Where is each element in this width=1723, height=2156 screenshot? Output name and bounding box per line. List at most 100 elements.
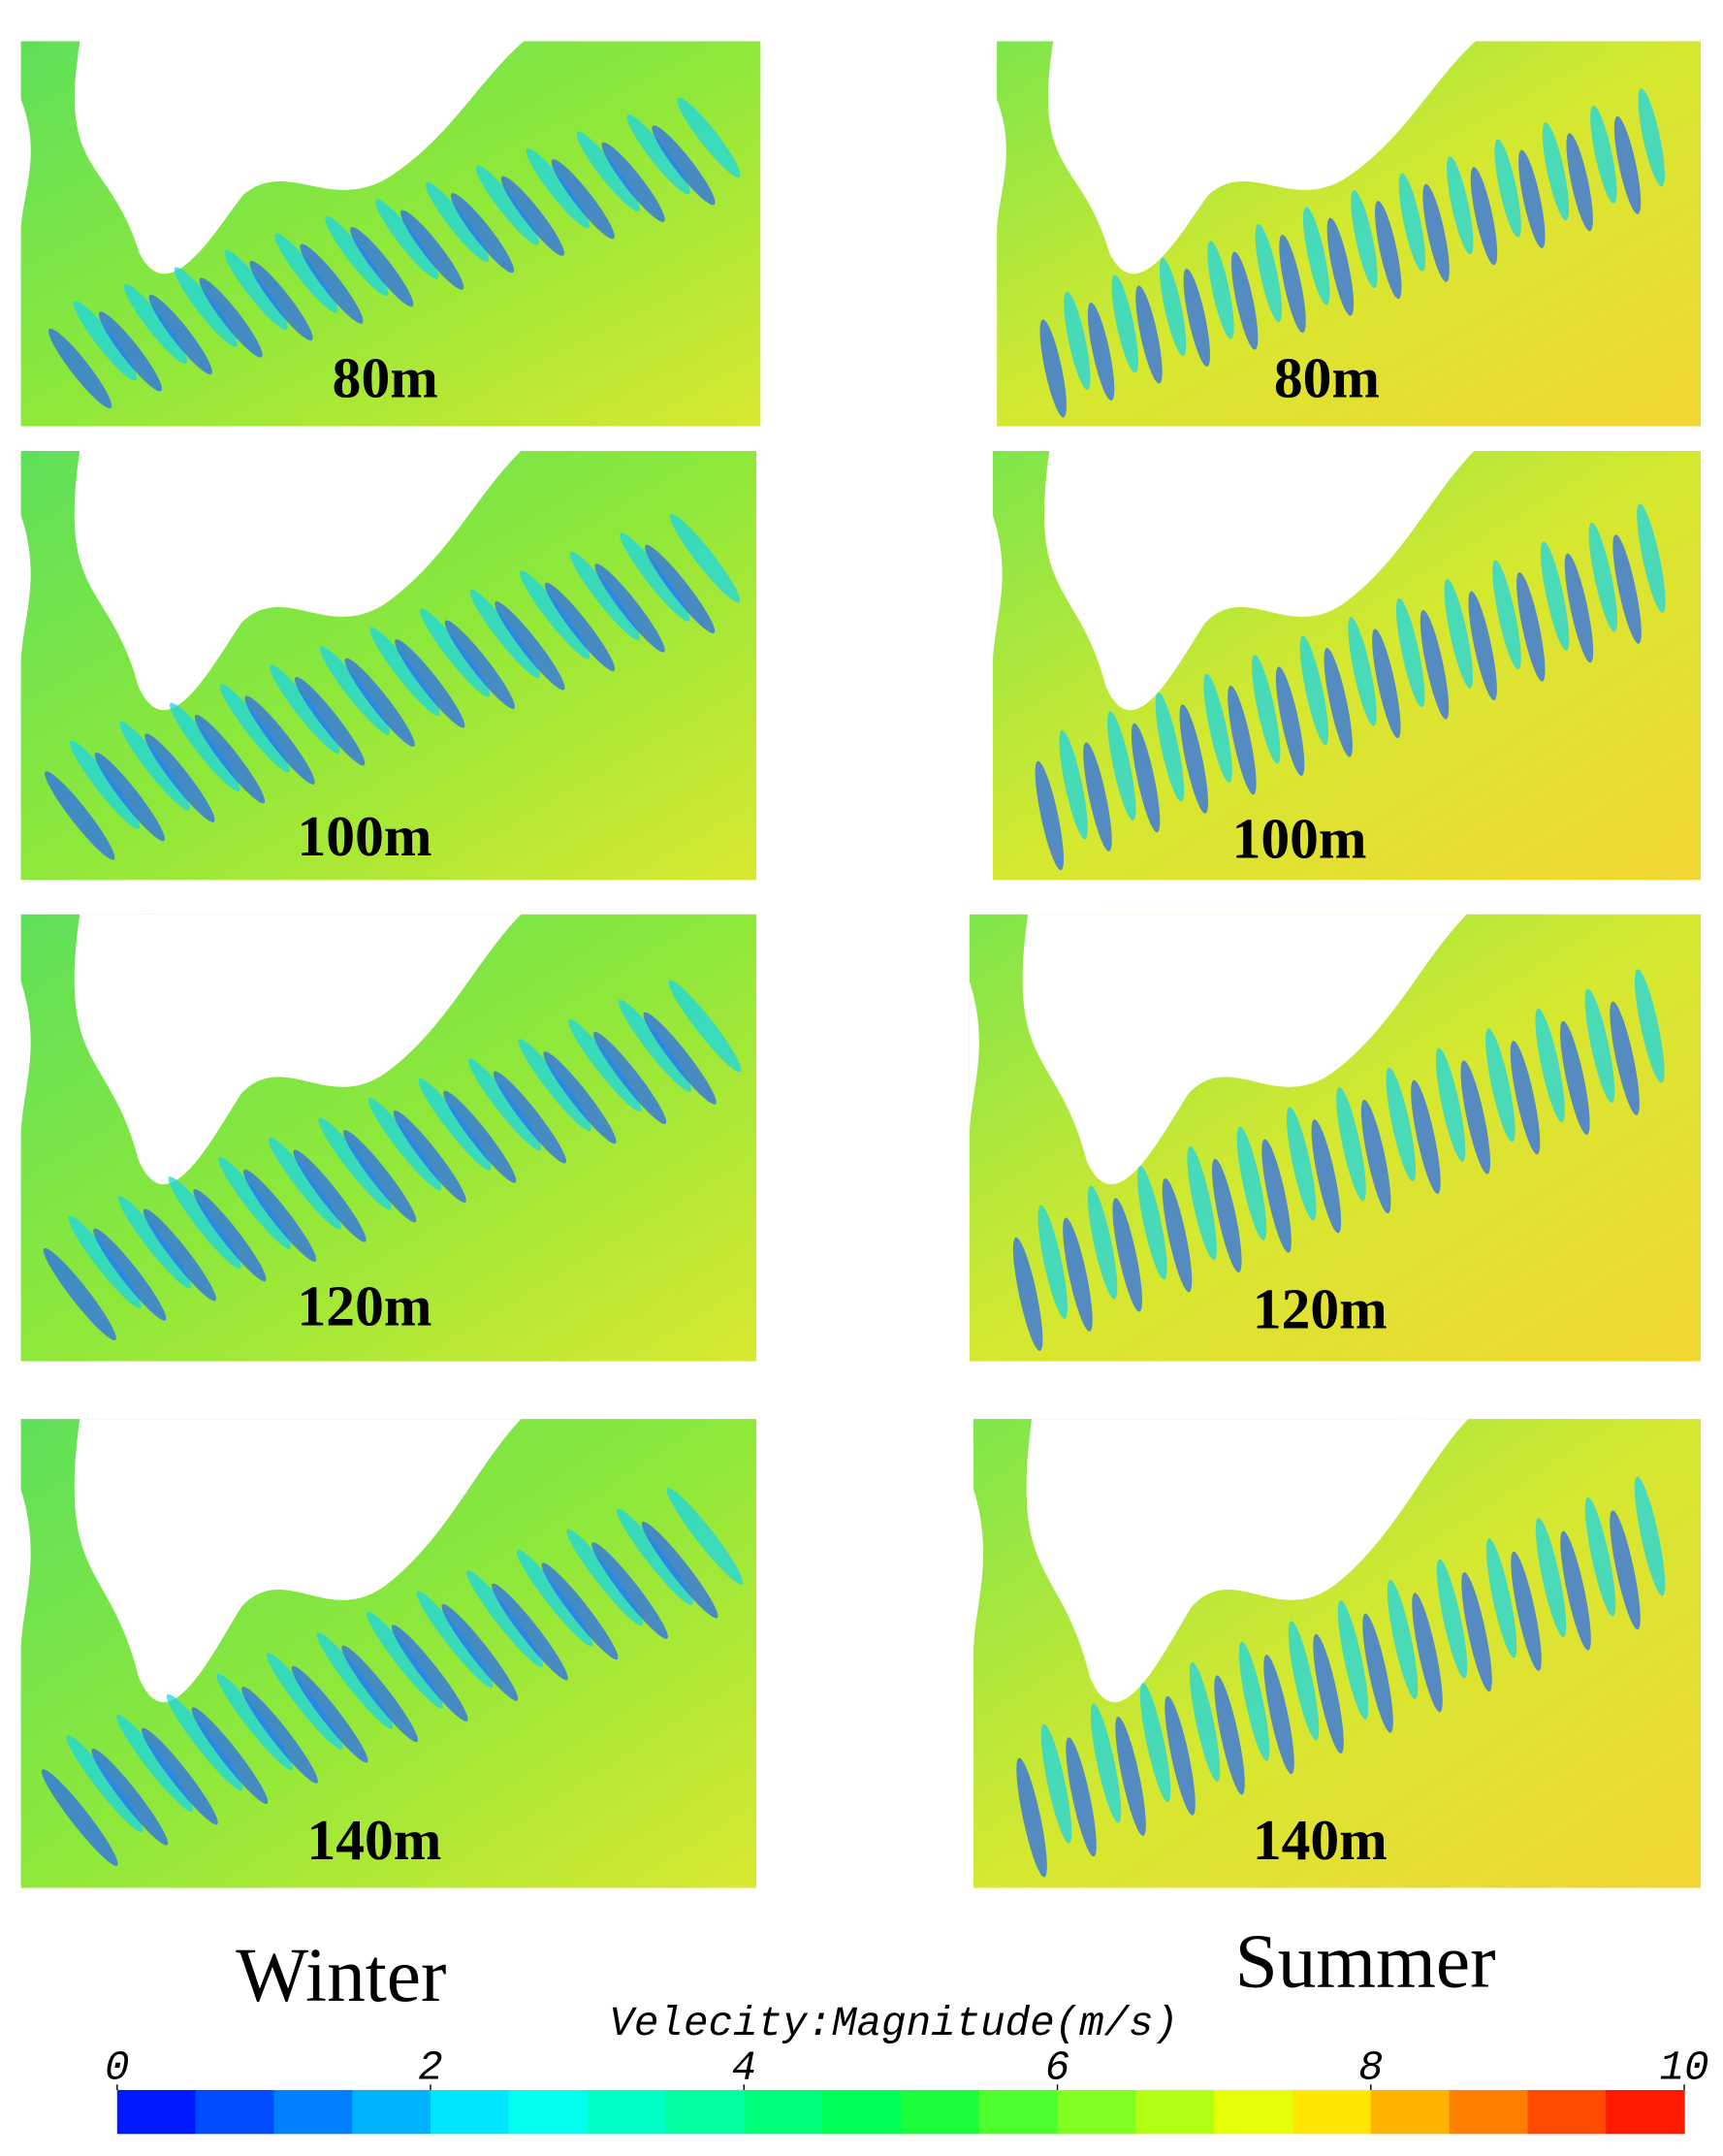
wake-streak	[469, 589, 540, 679]
wake-streak	[1420, 610, 1450, 720]
wake-streak	[341, 1645, 419, 1743]
wake-streak	[69, 740, 141, 829]
wake-streak	[1492, 560, 1521, 670]
contour-panel: 140m	[20, 1419, 757, 1888]
panel-label: 140m	[306, 1808, 441, 1872]
wake-streak	[1395, 597, 1425, 708]
land-edge	[20, 981, 31, 1139]
land-edge	[992, 515, 1003, 666]
wake-streak	[1336, 1087, 1366, 1202]
wake-streak	[91, 1748, 169, 1846]
wake-streak	[1444, 579, 1474, 689]
panel-label: 80m	[1274, 346, 1380, 410]
wake-streak	[1165, 1695, 1196, 1816]
wake-streak	[444, 620, 515, 709]
wake-streak	[1460, 1060, 1491, 1175]
wake-streak	[1540, 541, 1570, 651]
wake-streak	[1255, 223, 1283, 323]
wake-streak	[1107, 711, 1136, 821]
wake-streak	[591, 1542, 668, 1639]
wake-streak	[1187, 1145, 1217, 1261]
wake-streak	[1560, 1020, 1590, 1136]
wake-streak	[1494, 139, 1521, 238]
wake-streak	[1087, 302, 1115, 401]
colorbar-tick-label: 8	[1358, 2045, 1384, 2092]
wake-streak	[199, 277, 263, 358]
wake-streak	[568, 1018, 642, 1112]
wake-streak	[119, 722, 190, 811]
wake-streak	[224, 249, 288, 331]
wake-streak	[1252, 655, 1281, 764]
wake-streak	[1302, 207, 1330, 306]
wake-streak	[1263, 1655, 1294, 1775]
wake-streak	[526, 148, 590, 229]
wake-streak	[466, 1570, 543, 1667]
wake-streak	[270, 664, 340, 754]
wake-streak	[1468, 591, 1497, 701]
land-edge	[973, 1489, 984, 1654]
wake-streak	[419, 608, 491, 697]
wake-streak	[601, 142, 665, 222]
wake-streak	[1634, 969, 1665, 1083]
wake-streak	[1435, 1047, 1466, 1162]
wake-streak	[123, 283, 187, 364]
wake-streak	[468, 1058, 542, 1151]
wake-streak	[118, 1196, 192, 1289]
wake-streak	[544, 582, 616, 672]
colorbar-swatch	[1449, 2089, 1529, 2135]
wake-streak	[1485, 1538, 1517, 1658]
wake-streak	[1634, 1476, 1666, 1596]
contour-panel: 120m	[969, 914, 1702, 1362]
wake-streak	[1461, 1572, 1492, 1692]
colorbar-swatch	[900, 2089, 980, 2135]
wake-streak	[441, 1604, 519, 1701]
wake-streak	[268, 1137, 341, 1230]
wake-streak	[166, 1693, 243, 1791]
wake-streak	[274, 233, 338, 313]
panel-label: 80m	[333, 346, 438, 410]
colorbar-swatch	[195, 2089, 275, 2135]
colorbar-swatch	[587, 2089, 667, 2135]
colorbar-swatch	[1292, 2089, 1372, 2135]
wake-streak	[216, 1673, 294, 1771]
colorbar-swatch	[822, 2089, 902, 2135]
wake-streak	[1324, 647, 1353, 757]
wake-streak	[194, 714, 266, 804]
wake-streak	[1535, 1008, 1565, 1123]
wake-streak	[1040, 1723, 1072, 1844]
wake-streak	[645, 544, 716, 634]
wake-streak	[1485, 1028, 1516, 1142]
colorbar-swatch	[352, 2089, 431, 2135]
wake-streak	[1313, 1633, 1344, 1754]
wake-streak	[1131, 723, 1161, 833]
wake-streak	[518, 1039, 591, 1132]
wake-streak	[566, 1529, 644, 1626]
colorbar: 0 2 4 6 8 10	[105, 2045, 1709, 2135]
wake-streak	[375, 199, 439, 279]
wake-streak	[1311, 1119, 1342, 1234]
wake-streak	[1610, 1510, 1641, 1630]
wake-streak	[443, 1090, 517, 1183]
wake-streak	[41, 1769, 118, 1866]
colorbar-swatch	[744, 2089, 823, 2135]
wake-streak	[541, 1562, 619, 1660]
colorbar-swatch	[1135, 2089, 1215, 2135]
wake-streak	[1584, 1496, 1616, 1617]
wake-streak	[218, 1156, 292, 1249]
colorbar-swatch	[1606, 2089, 1685, 2135]
wake-streak	[593, 1031, 667, 1124]
wake-streak	[45, 771, 115, 860]
wake-streak	[500, 176, 564, 256]
wake-streak	[1510, 1041, 1541, 1155]
wake-streak	[191, 1707, 269, 1805]
wake-streak	[344, 658, 415, 747]
colorbar-swatch	[665, 2089, 745, 2135]
wake-streak	[594, 563, 665, 653]
colorbar-swatch	[978, 2089, 1059, 2135]
wake-streak	[1398, 173, 1426, 272]
wake-streak	[1535, 1517, 1567, 1638]
wake-streak	[391, 1625, 468, 1722]
land-mask	[1043, 451, 1475, 711]
wake-streak	[1039, 319, 1067, 418]
